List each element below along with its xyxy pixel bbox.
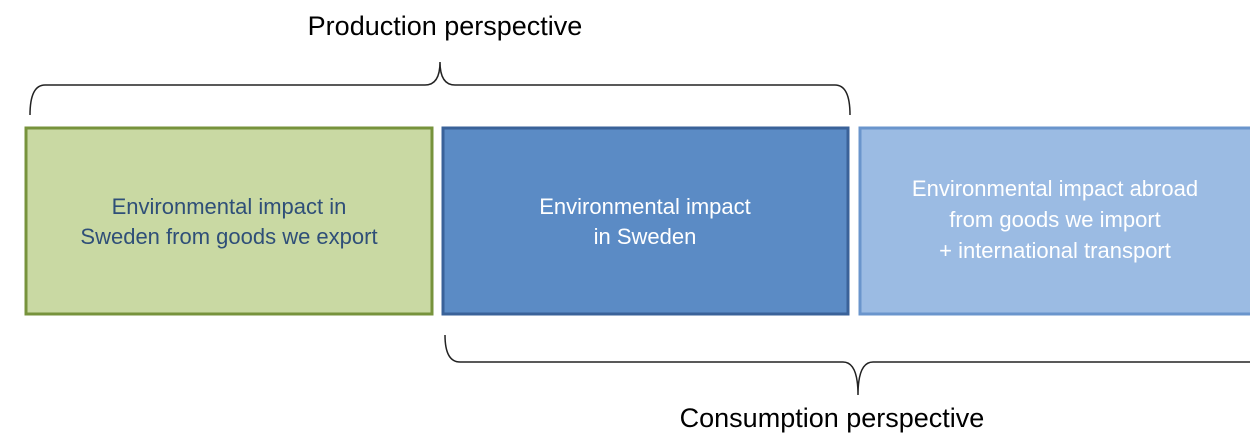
top-label: Production perspective <box>308 11 583 41</box>
label-background <box>655 400 1010 436</box>
box-text: Environmental impact abroad <box>912 176 1198 201</box>
domestic-box <box>441 126 850 316</box>
box-text: Environmental impact <box>539 194 751 219</box>
bottom-brace <box>444 334 1250 396</box>
box-text: Environmental impact in <box>112 194 347 219</box>
box-text: + international transport <box>939 238 1171 263</box>
export-box <box>24 126 434 316</box>
bottom-label: Consumption perspective <box>680 403 985 433</box>
import-box <box>858 126 1250 316</box>
box-text: in Sweden <box>594 224 697 249</box>
box-text: from goods we import <box>949 207 1161 232</box>
box-text: Sweden from goods we export <box>80 224 377 249</box>
top-brace <box>29 61 851 116</box>
